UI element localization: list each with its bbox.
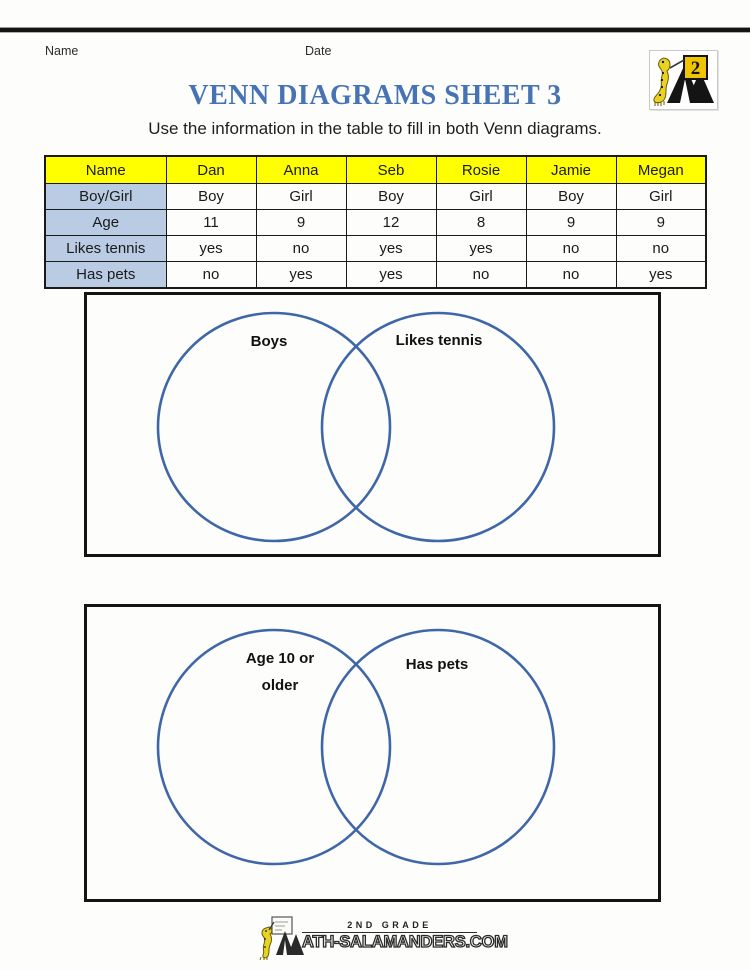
table-cell: Girl: [255, 183, 347, 210]
table-cell: 9: [525, 209, 617, 236]
table-cell: 11: [165, 209, 257, 236]
salamander-easel-icon: 2: [653, 55, 714, 106]
row-label: Likes tennis: [44, 235, 167, 262]
table-cell: yes: [255, 261, 347, 289]
table-header-row: Name Dan Anna Seb Rosie Jamie Megan: [44, 155, 707, 184]
venn-circles: [156, 311, 556, 543]
easel-m-icon: [276, 931, 304, 955]
table-cell: 8: [435, 209, 527, 236]
footer-rule: [302, 932, 477, 933]
table-cell: 12: [345, 209, 437, 236]
table-cell: no: [165, 261, 257, 289]
table-cell: Boy: [525, 183, 617, 210]
col-header: Anna: [255, 155, 347, 184]
table-cell: Boy: [345, 183, 437, 210]
col-header: Megan: [615, 155, 707, 184]
grade-2-logo: 2: [649, 50, 718, 110]
top-divider-rule: [0, 27, 750, 33]
col-header: Jamie: [525, 155, 617, 184]
col-header: Dan: [165, 155, 257, 184]
col-header: Name: [44, 155, 167, 184]
date-label: Date: [305, 44, 332, 58]
table-cell: no: [525, 261, 617, 289]
easel-m-icon: [667, 64, 714, 103]
venn1-right-circle: [320, 311, 556, 543]
pencil-icon: [669, 59, 685, 69]
table-row: Has pets no yes yes no no yes: [44, 261, 707, 289]
venn-diagram-1: Boys Likes tennis: [84, 292, 661, 557]
footer-site-text: ATH-SALAMANDERS.COM: [301, 932, 508, 951]
table-cell: no: [615, 235, 707, 262]
row-label: Boy/Girl: [44, 183, 167, 210]
table-cell: no: [525, 235, 617, 262]
venn2-left-label-line2: older: [261, 677, 299, 694]
grade-number-badge: 2: [683, 55, 708, 80]
instruction-text: Use the information in the table to fill…: [148, 119, 602, 138]
svg-text:2: 2: [691, 58, 701, 79]
page-title: VENN DIAGRAMS SHEET 3: [188, 80, 562, 111]
table-cell: 9: [255, 209, 347, 236]
venn2-left-label-line1: Age 10 or: [245, 650, 315, 667]
table-cell: Boy: [165, 183, 257, 210]
table-row: Likes tennis yes no yes yes no no: [44, 235, 707, 262]
name-label: Name: [45, 44, 79, 58]
table-cell: no: [255, 235, 347, 262]
footer-logo: 2ND GRADE ATH-SALAMANDERS.COM: [254, 914, 509, 960]
salamander-with-board-icon: [259, 916, 293, 960]
footer-grade-text: 2ND GRADE: [347, 920, 432, 930]
venn1-left-label: Boys: [250, 333, 288, 350]
col-header: Seb: [345, 155, 437, 184]
col-header: Rosie: [435, 155, 527, 184]
table-row: Age 11 9 12 8 9 9: [44, 209, 707, 236]
venn2-left-circle: [156, 628, 392, 866]
row-label: Has pets: [44, 261, 167, 289]
row-label: Age: [44, 209, 167, 236]
table-cell: no: [435, 261, 527, 289]
venn1-right-label: Likes tennis: [395, 332, 483, 349]
venn1-left-circle: [156, 311, 392, 543]
table-cell: Girl: [615, 183, 707, 210]
table-cell: yes: [345, 235, 437, 262]
table-cell: 9: [615, 209, 707, 236]
salamander-icon: [653, 57, 671, 106]
table-row: Boy/Girl Boy Girl Boy Girl Boy Girl: [44, 183, 707, 210]
venn-diagram-2: Age 10 or older Has pets: [84, 604, 661, 902]
table-cell: Girl: [435, 183, 527, 210]
table-cell: yes: [435, 235, 527, 262]
venn2-right-circle: [320, 628, 556, 866]
venn2-right-label: Has pets: [405, 656, 469, 673]
venn-circles: [156, 628, 556, 866]
table-cell: yes: [615, 261, 707, 289]
table-cell: yes: [165, 235, 257, 262]
children-info-table: Name Dan Anna Seb Rosie Jamie Megan Boy/…: [44, 155, 707, 289]
table-cell: yes: [345, 261, 437, 289]
